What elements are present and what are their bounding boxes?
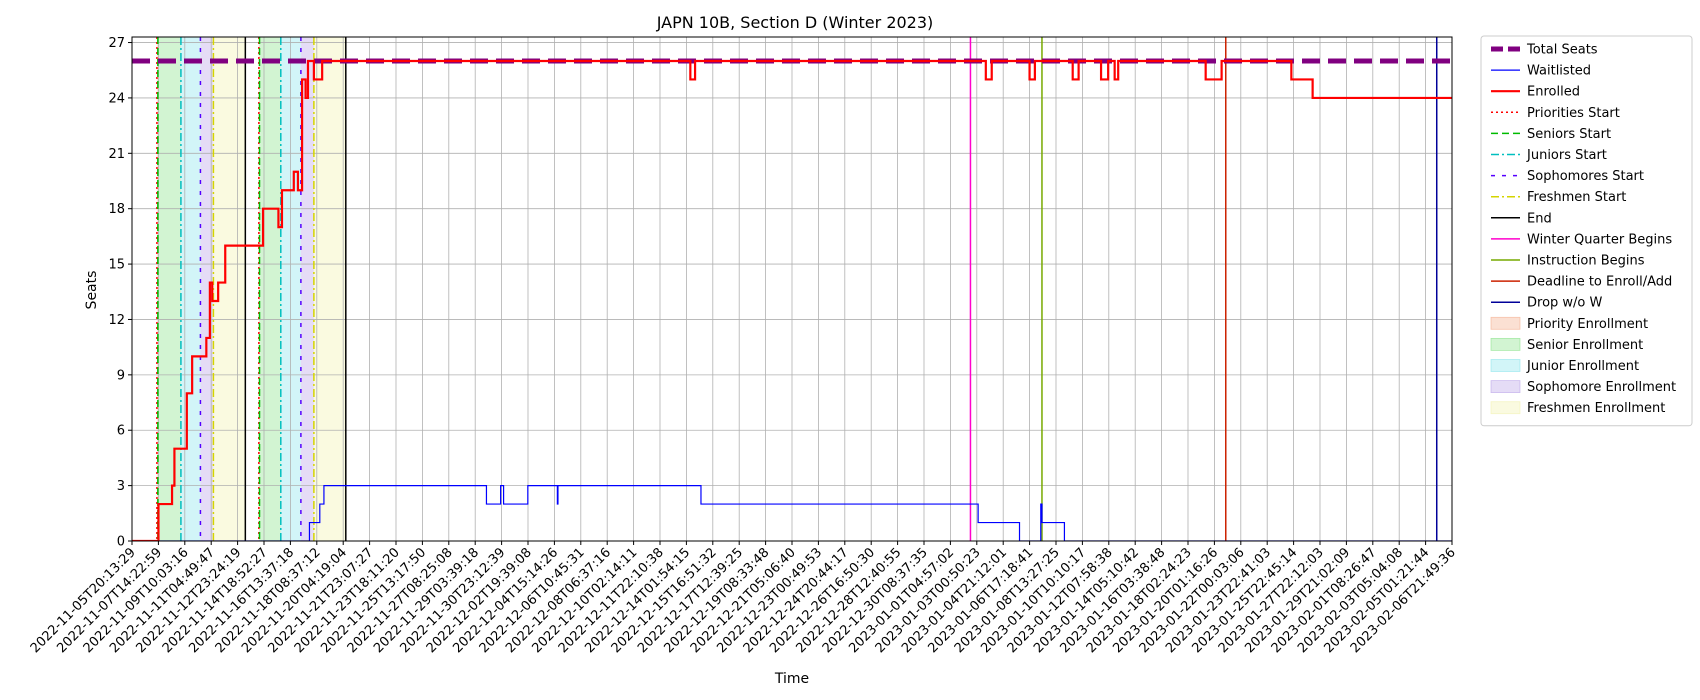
legend-label: Senior Enrollment xyxy=(1527,338,1643,353)
legend-label: Winter Quarter Begins xyxy=(1527,232,1672,247)
legend-swatch xyxy=(1490,337,1521,351)
legend-label: Priority Enrollment xyxy=(1527,317,1648,332)
shaded-region xyxy=(313,37,346,541)
legend-box xyxy=(1480,35,1693,427)
legend-label: Junior Enrollment xyxy=(1526,359,1639,374)
y-tick-label: 3 xyxy=(117,479,125,494)
legend-label: Total Seats xyxy=(1526,43,1598,58)
y-tick-label: 24 xyxy=(108,91,125,106)
series-lines xyxy=(132,58,1452,541)
y-tick-label: 0 xyxy=(117,535,125,550)
legend-swatch xyxy=(1490,359,1521,372)
y-tick-label: 9 xyxy=(117,368,125,383)
legend-label: Freshmen Start xyxy=(1527,190,1626,205)
grid xyxy=(131,37,1453,542)
x-axis-label: Time xyxy=(774,671,809,687)
legend-swatch xyxy=(1490,401,1521,415)
series-line xyxy=(132,59,1452,541)
y-tick-label: 27 xyxy=(108,36,125,51)
x-axis-ticks: 2022-11-05T20:13:292022-11-07T14:22:5920… xyxy=(28,541,1459,656)
legend-label: Sophomores Start xyxy=(1527,169,1644,184)
y-axis-label: Seats xyxy=(84,271,100,310)
shaded-regions xyxy=(156,37,346,541)
legend-label: Sophomore Enrollment xyxy=(1527,380,1676,395)
y-tick-label: 6 xyxy=(117,424,125,439)
legend-label: Seniors Start xyxy=(1527,127,1611,142)
y-axis-ticks: 0 3 6 9 12 15 18 21 24 27 xyxy=(108,36,132,550)
series-line xyxy=(132,485,1452,541)
legend-label: Priorities Start xyxy=(1527,106,1620,121)
legend-label: Freshmen Enrollment xyxy=(1527,401,1665,416)
shaded-region xyxy=(200,37,214,541)
shaded-region xyxy=(157,37,181,541)
legend-swatch xyxy=(1490,316,1521,330)
legend-label: End xyxy=(1527,211,1552,226)
y-tick-label: 21 xyxy=(108,147,125,162)
legend-label: Instruction Begins xyxy=(1527,254,1645,269)
y-tick-label: 12 xyxy=(108,313,125,328)
legend: Total Seats Waitlisted Enrolled Priorities … xyxy=(1480,35,1693,427)
shaded-region xyxy=(280,37,301,541)
y-tick-label: 18 xyxy=(108,202,125,217)
legend-label: Juniors Start xyxy=(1526,148,1607,163)
y-tick-label: 15 xyxy=(108,258,125,273)
legend-label: Enrolled xyxy=(1527,85,1580,100)
event-lines xyxy=(156,37,1438,541)
legend-label: Waitlisted xyxy=(1527,64,1591,79)
legend-label: Deadline to Enroll/Add xyxy=(1527,275,1672,290)
chart-title: JAPN 10B, Section D (Winter 2023) xyxy=(656,13,934,32)
legend-swatch xyxy=(1490,380,1521,394)
legend-label: Drop w/o W xyxy=(1527,296,1603,311)
shaded-region xyxy=(300,37,314,541)
shaded-region xyxy=(259,37,281,541)
shaded-region xyxy=(180,37,201,541)
